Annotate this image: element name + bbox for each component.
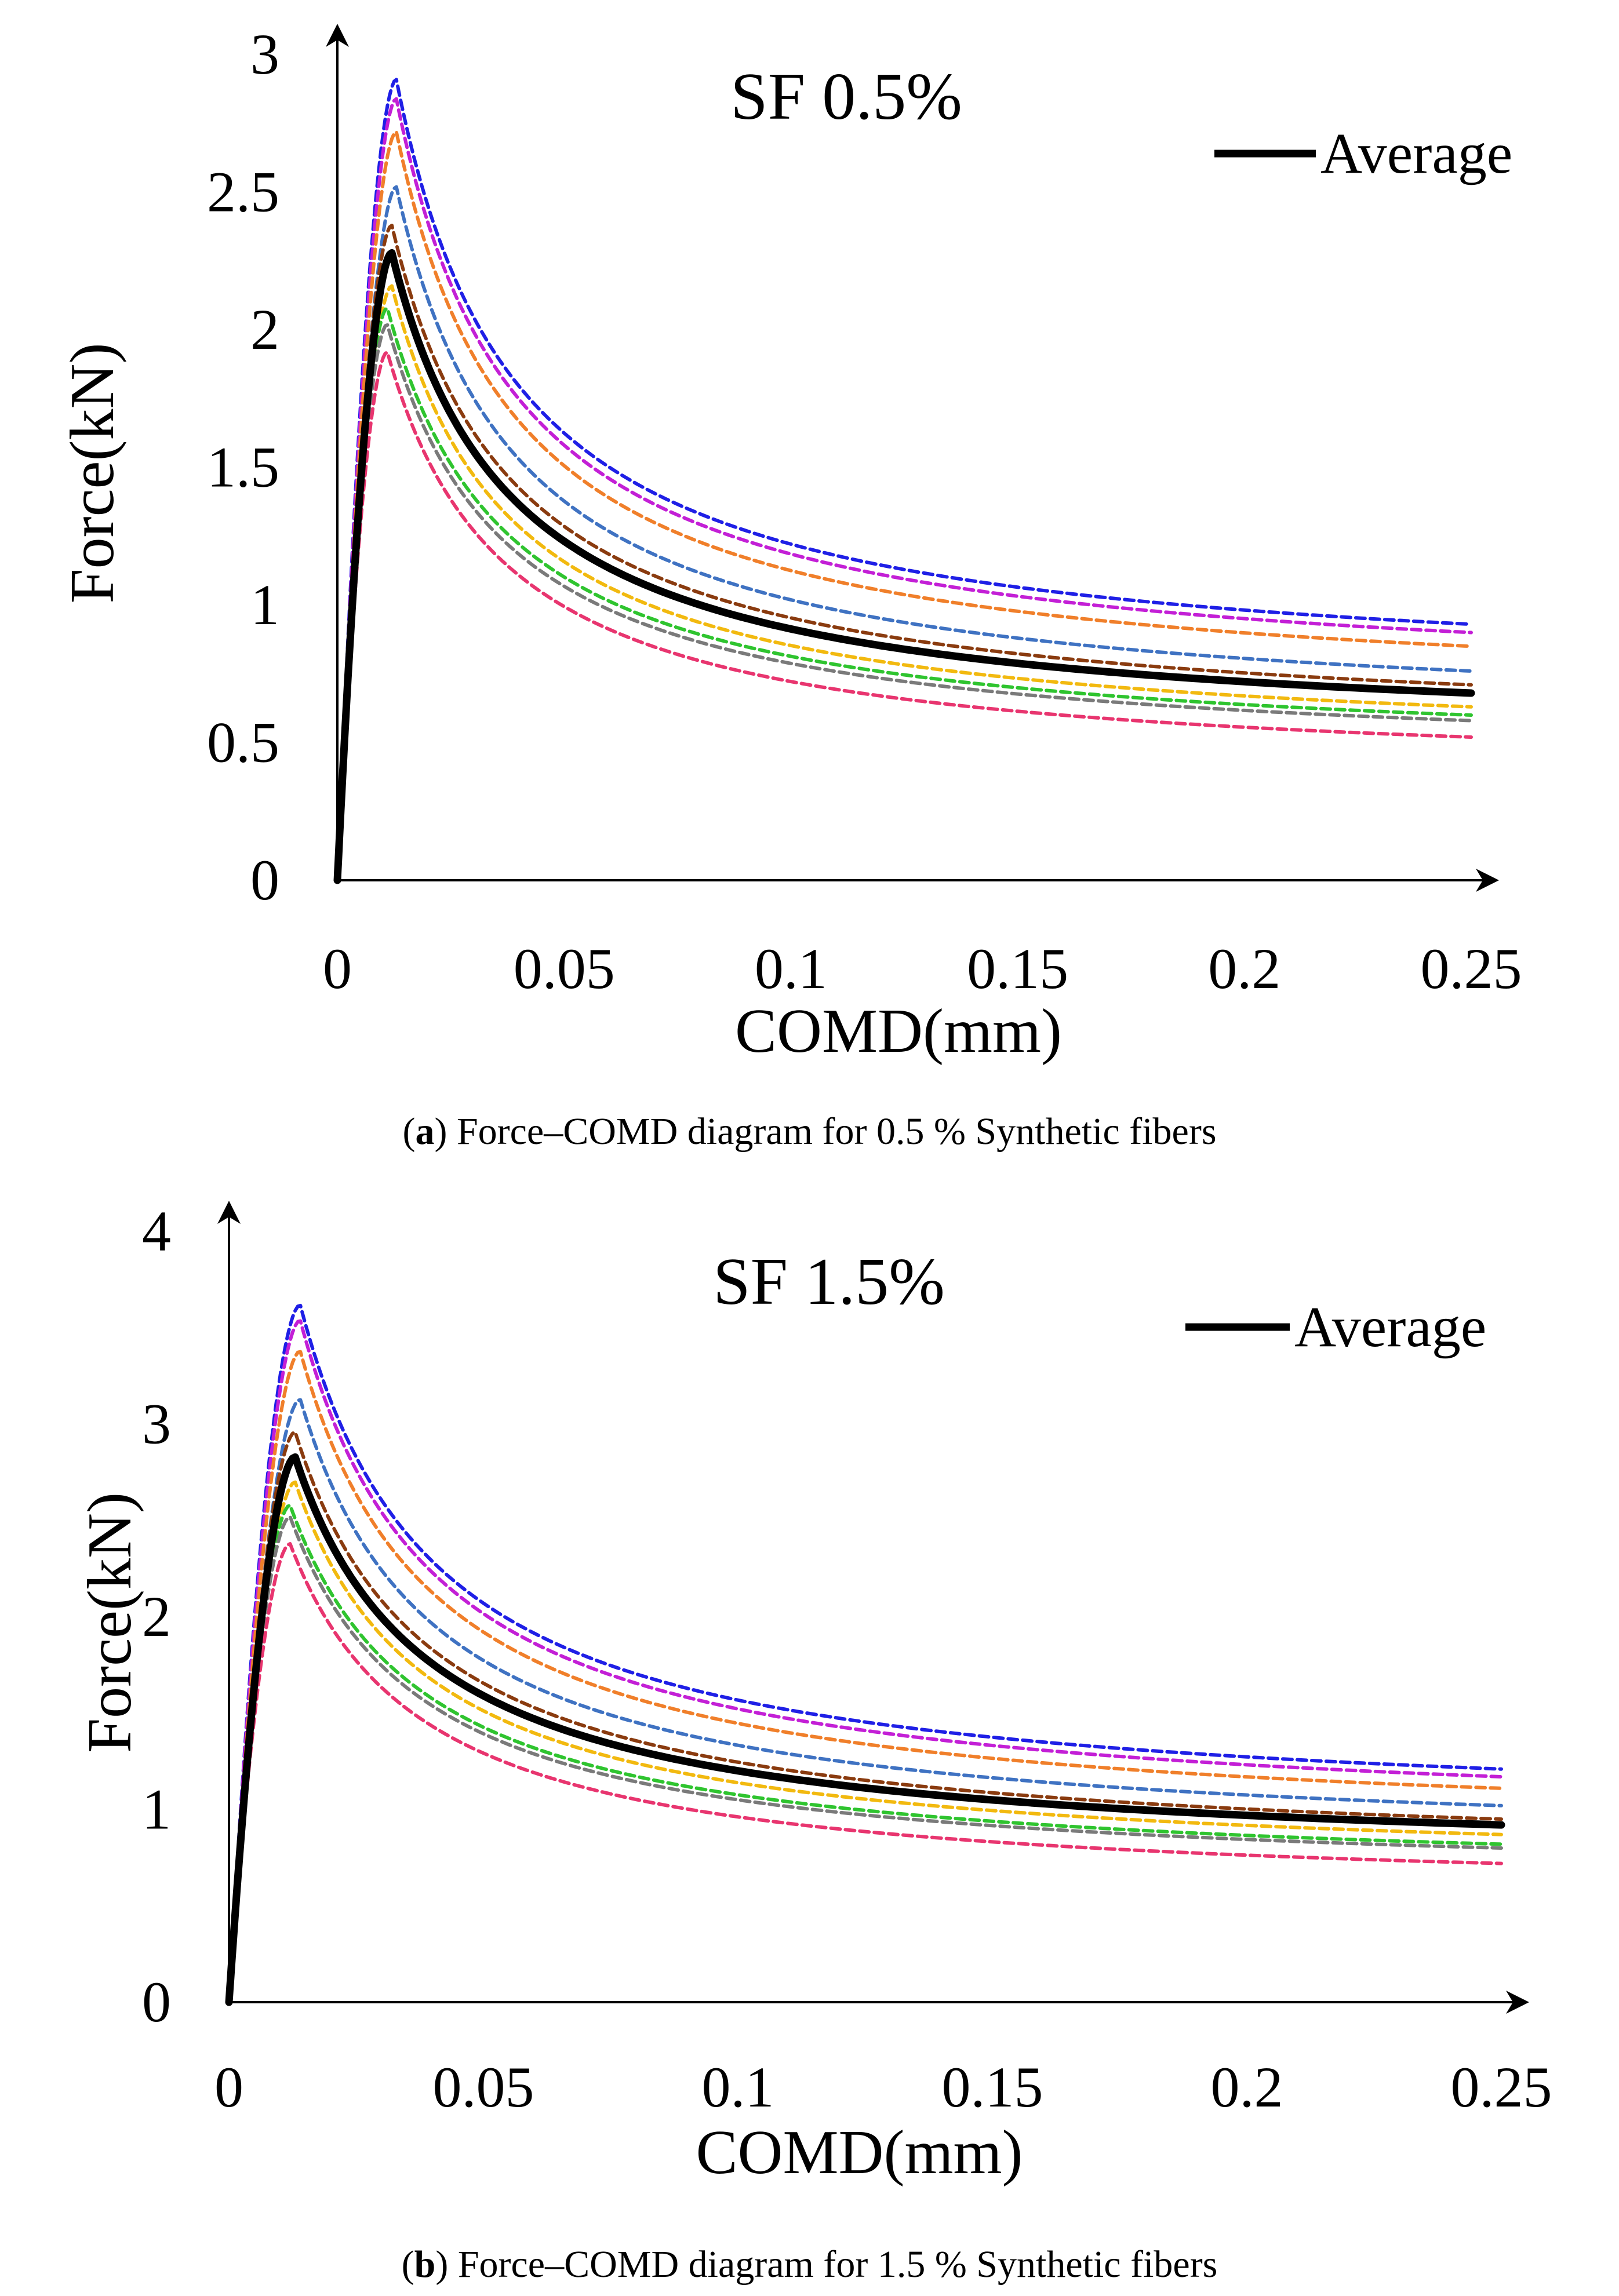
x-tick-label: 0.25 bbox=[1421, 936, 1522, 1001]
chart-b: 0 1 2 3 4 0 0.05 0.1 0.15 0.2 0.25 COMD(mm) Force(kN… bbox=[75, 1199, 1552, 2187]
x-tick-label: 0.25 bbox=[1451, 2055, 1552, 2119]
series-line-specimen-9 bbox=[227, 1542, 1503, 2004]
x-axis-label: COMD(mm) bbox=[735, 997, 1062, 1066]
series-line-specimen-4 bbox=[336, 185, 1473, 882]
chart-panel-a: 0 0.5 1 1.5 2 2.5 3 0 0.05 0.1 0.15 0.2 0.25 COMD(mm)… bbox=[58, 22, 1522, 1153]
series-line-specimen-4 bbox=[227, 1398, 1503, 2004]
chart-a: 0 0.5 1 1.5 2 2.5 3 0 0.05 0.1 0.15 0.2 0.25 COMD(mm)… bbox=[58, 22, 1522, 1066]
y-tick-label: 2 bbox=[250, 297, 279, 362]
chart-title: SF 1.5% bbox=[713, 1245, 945, 1319]
series-line-specimen-9 bbox=[336, 351, 1473, 882]
y-tick-label: 2 bbox=[142, 1584, 171, 1649]
y-tick-label: 0 bbox=[142, 1970, 171, 2034]
caption-a-letter: a bbox=[415, 1110, 435, 1153]
series-line-specimen-3 bbox=[227, 1350, 1503, 2004]
series-line-specimen-2 bbox=[336, 97, 1473, 882]
y-tick-label: 3 bbox=[142, 1392, 171, 1456]
y-tick-label: 1 bbox=[142, 1777, 171, 1842]
series-line-specimen-7 bbox=[336, 307, 1473, 882]
x-tick-label: 0.2 bbox=[1208, 936, 1280, 1001]
legend-label-average: Average bbox=[1320, 121, 1512, 185]
y-axis-label: Force(kN) bbox=[75, 1492, 144, 1753]
caption-b-text: Force–COMD diagram for 1.5 % Synthetic f… bbox=[457, 2243, 1218, 2286]
series-line-specimen-3 bbox=[336, 130, 1473, 882]
series-line-specimen-8 bbox=[227, 1515, 1503, 2004]
series-line-specimen-7 bbox=[227, 1503, 1503, 2004]
chart-title: SF 0.5% bbox=[730, 60, 962, 134]
series-line-average bbox=[333, 249, 1475, 884]
caption-b: (b) Force–COMD diagram for 1.5 % Synthet… bbox=[401, 2243, 1218, 2286]
caption-a: (a) Force–COMD diagram for 0.5 % Synthet… bbox=[402, 1110, 1217, 1153]
x-tick-label: 0 bbox=[214, 2055, 243, 2119]
x-axis-label: COMD(mm) bbox=[696, 2118, 1023, 2187]
y-tick-label: 4 bbox=[142, 1199, 171, 1263]
series-line-average bbox=[225, 1453, 1505, 2006]
series-line-specimen-6 bbox=[336, 284, 1473, 882]
x-tick-label: 0 bbox=[323, 936, 352, 1001]
y-axis-label: Force(kN) bbox=[58, 343, 127, 604]
series-line-specimen-5 bbox=[336, 224, 1473, 882]
x-tick-label: 0.1 bbox=[702, 2055, 774, 2119]
series-line-specimen-2 bbox=[227, 1319, 1503, 2004]
x-tick-label: 0.2 bbox=[1211, 2055, 1283, 2119]
legend-label-average: Average bbox=[1294, 1295, 1486, 1359]
x-tick-label: 0.15 bbox=[942, 2055, 1043, 2119]
series-line-specimen-5 bbox=[227, 1430, 1503, 2004]
chart-panel-b: 0 1 2 3 4 0 0.05 0.1 0.15 0.2 0.25 COMD(mm) Force(kN… bbox=[0, 1199, 1619, 2296]
x-tick-label: 0.05 bbox=[433, 2055, 534, 2119]
x-tick-label: 0.15 bbox=[967, 936, 1068, 1001]
y-tick-label: 2.5 bbox=[207, 160, 279, 224]
y-tick-label: 3 bbox=[250, 22, 279, 86]
y-tick-label: 1 bbox=[250, 573, 279, 637]
caption-a-text: Force–COMD diagram for 0.5 % Synthetic f… bbox=[456, 1110, 1217, 1153]
y-tick-label: 1.5 bbox=[207, 435, 279, 500]
x-tick-label: 0.1 bbox=[755, 936, 827, 1001]
caption-b-letter: b bbox=[414, 2243, 436, 2286]
y-tick-label: 0.5 bbox=[207, 710, 279, 775]
x-tick-label: 0.05 bbox=[514, 936, 615, 1001]
series-line-specimen-8 bbox=[336, 323, 1473, 882]
series-line-specimen-1 bbox=[336, 78, 1473, 882]
series-line-specimen-6 bbox=[227, 1480, 1503, 2004]
y-tick-label: 0 bbox=[250, 848, 279, 912]
